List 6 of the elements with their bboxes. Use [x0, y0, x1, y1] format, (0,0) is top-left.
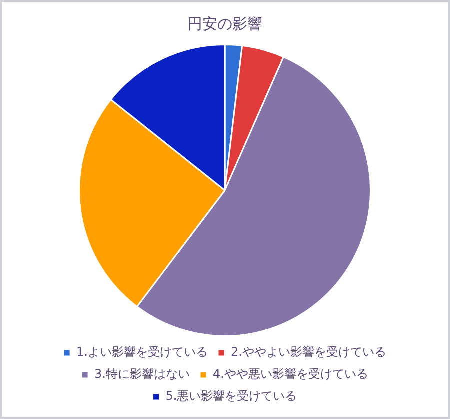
legend-label: 4.やや悪い影響を受けている: [213, 367, 368, 382]
legend-label: 5.悪い影響を受けている: [166, 389, 298, 404]
legend-label: 3.特に影響はない: [94, 367, 190, 382]
legend-label: 2.ややよい影響を受けている: [231, 345, 386, 360]
chart-title: 円安の影響: [188, 14, 262, 33]
legend-label: 1.よい影響を受けている: [76, 345, 208, 360]
